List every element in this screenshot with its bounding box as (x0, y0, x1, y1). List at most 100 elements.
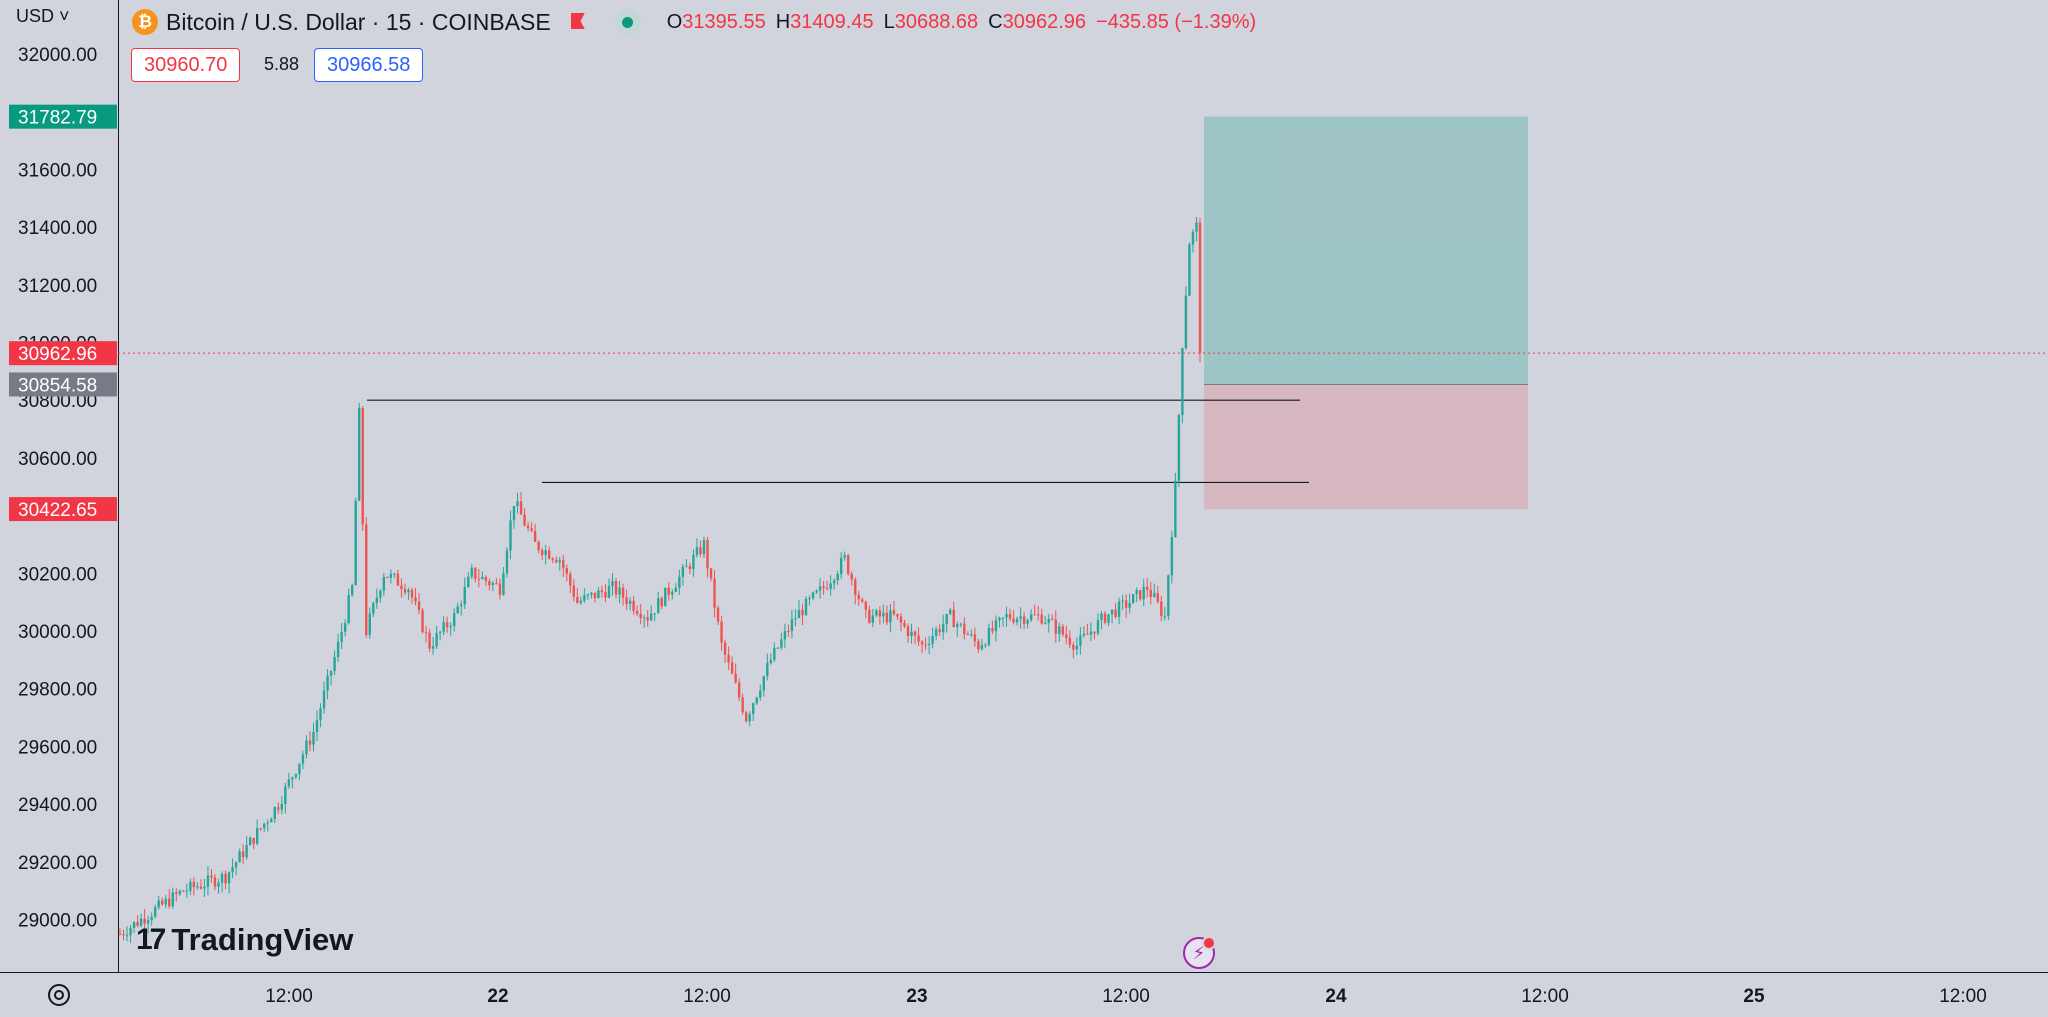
candle-body (1019, 616, 1022, 619)
candle-body (1117, 601, 1121, 617)
candle-body (1128, 603, 1131, 608)
candle-body (428, 632, 431, 649)
candle-body (987, 627, 991, 646)
tradingview-logo[interactable]: 17 TradingView (136, 922, 354, 957)
candle-body (706, 540, 709, 569)
candle-body (502, 573, 505, 595)
candle-body (780, 639, 783, 648)
candle-body (1114, 609, 1117, 617)
candle-body (491, 583, 495, 586)
candle-body (417, 601, 421, 611)
candle-body (171, 892, 174, 907)
y-tick-label: 30600.00 (18, 449, 97, 470)
y-axis-ticks: 32000.0031600.0031400.0031200.0031000.00… (18, 45, 97, 932)
time-axis-panel[interactable] (0, 972, 2048, 1017)
candle-body (1001, 617, 1005, 619)
candle-body (301, 754, 305, 764)
candle-body (379, 590, 382, 598)
candle-body (709, 568, 713, 579)
candle-body (386, 576, 389, 578)
candle-body (1110, 609, 1114, 615)
candle-body (934, 629, 938, 636)
candle-body (752, 703, 755, 715)
candle-body (861, 599, 864, 602)
candle-body (1146, 586, 1149, 590)
candle-body (854, 579, 857, 595)
candle-body (635, 610, 639, 614)
sell-button[interactable]: 30960.70 (131, 48, 241, 82)
candle-body (646, 617, 649, 621)
candle-body (277, 807, 280, 810)
lightning-icon[interactable]: ⚡ (1183, 936, 1216, 969)
candle-body (1184, 295, 1188, 349)
candle-body (614, 581, 618, 595)
candle-body (1015, 618, 1019, 623)
candle-body (913, 631, 917, 636)
candle-body (199, 886, 203, 889)
candle-body (744, 712, 748, 722)
candle-body (463, 586, 466, 605)
price-axis-panel[interactable] (0, 0, 119, 972)
candle-body (189, 881, 192, 891)
candle-body (537, 541, 540, 551)
candle-body (804, 598, 808, 616)
candle-body (505, 550, 509, 574)
symbol-title[interactable]: Bitcoin / U.S. Dollar · 15 · COINBASE (166, 8, 551, 35)
candle-body (822, 586, 825, 589)
y-tick-label: 31600.00 (18, 160, 97, 181)
candle-body (1072, 644, 1075, 650)
y-tick-label: 29400.00 (18, 795, 97, 816)
flag-icon[interactable] (571, 13, 589, 31)
candle-body (1058, 626, 1061, 634)
candle-body (1012, 618, 1015, 623)
gear-icon[interactable] (48, 984, 70, 1006)
candle-body (959, 623, 962, 625)
y-tick-label: 29800.00 (18, 680, 97, 701)
candle-body (639, 613, 642, 618)
candle-body (1036, 614, 1040, 616)
candle-body (1075, 645, 1079, 650)
candle-body (291, 777, 294, 780)
candle-body (368, 613, 371, 635)
horizontal-lines (118, 352, 2048, 484)
candlesticks (118, 216, 1202, 944)
candle-body (1149, 589, 1152, 597)
candle-body (287, 779, 291, 787)
candle-body (773, 647, 776, 660)
candle-body (150, 916, 153, 921)
candle-body (1138, 590, 1142, 600)
candle-body (206, 875, 210, 887)
candle-body (312, 731, 315, 745)
target-zone (1204, 116, 1528, 385)
candle-body (143, 918, 146, 924)
candle-body (410, 589, 414, 598)
notification-dot (1202, 936, 1216, 950)
candle-body (737, 682, 741, 698)
candle-body (579, 600, 583, 603)
candle-body (1135, 590, 1138, 595)
candle-body (1124, 600, 1128, 608)
candle-body (685, 566, 688, 568)
candle-body (836, 573, 839, 581)
candle-body (365, 524, 368, 635)
candle-body (396, 573, 400, 586)
candle-body (699, 547, 702, 554)
currency-selector[interactable]: USD ˅ (16, 6, 70, 26)
candle-body (445, 622, 449, 628)
tradingview-logo-icon: 17 (136, 923, 166, 956)
candle-body (1177, 415, 1181, 481)
buy-button[interactable]: 30966.58 (314, 48, 424, 82)
y-tick-label: 29600.00 (18, 737, 97, 758)
candle-body (175, 892, 178, 894)
candle-body (611, 581, 614, 587)
candle-body (938, 629, 941, 633)
candle-body (1096, 619, 1100, 634)
candle-body (1022, 616, 1026, 624)
candle-body (122, 934, 125, 936)
x-tick-label: 25 (1743, 986, 1765, 1007)
candle-body (882, 612, 885, 617)
candle-body (590, 592, 593, 595)
candle-body (783, 630, 787, 640)
candle-body (284, 786, 287, 804)
